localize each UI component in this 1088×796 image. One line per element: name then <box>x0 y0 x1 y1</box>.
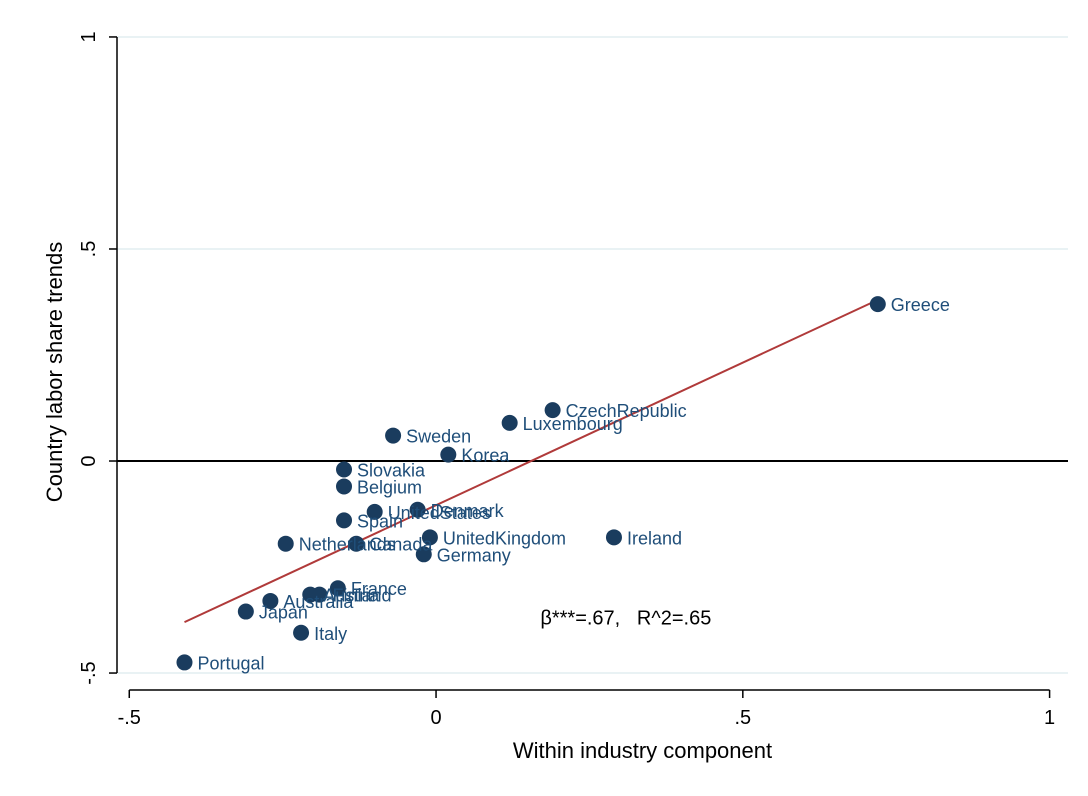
axes: -.5 0 .5 1 -.5 0 .5 1 <box>78 31 1068 729</box>
point-ireland <box>605 529 622 546</box>
point-label-portugal: Portugal <box>197 653 264 673</box>
regression-annotation: β***=.67, R^2=.65 <box>540 607 711 629</box>
point-denmark <box>409 501 426 518</box>
point-czechrepublic <box>544 402 561 419</box>
point-label-sweden: Sweden <box>406 427 471 447</box>
point-label-korea: Korea <box>461 446 510 466</box>
fit-line-group <box>184 298 879 624</box>
point-italy <box>293 624 310 641</box>
x-tick-label-3: 1 <box>1044 707 1055 729</box>
point-label-germany: Germany <box>437 545 511 565</box>
point-label-luxembourg: Luxembourg <box>523 414 623 434</box>
point-austria <box>302 586 319 603</box>
point-slovakia <box>336 461 353 478</box>
point-label-canada: Canada <box>369 535 433 555</box>
y-tick-label-2: .5 <box>78 241 100 258</box>
point-label-finland: Finland <box>332 586 391 606</box>
point-label-unitedkingdom: UnitedKingdom <box>443 528 566 548</box>
point-france <box>329 580 346 597</box>
point-sweden <box>385 427 402 444</box>
point-label-unitedstates: UnitedStates <box>388 503 491 523</box>
grid-lines <box>117 36 1068 674</box>
point-japan <box>237 603 254 620</box>
point-label-denmark: Denmark <box>431 501 505 521</box>
x-tick-label-2: .5 <box>734 707 751 729</box>
point-australia <box>262 592 279 609</box>
point-greece <box>869 296 886 313</box>
point-label-czechrepublic: CzechRepublic <box>566 401 687 421</box>
y-tick-label-0: -.5 <box>78 661 100 684</box>
point-label-netherlands: Netherlands <box>299 535 396 555</box>
point-canada <box>348 535 365 552</box>
point-unitedstates <box>366 503 383 520</box>
x-tick-label-1: 0 <box>430 707 441 729</box>
data-points <box>176 296 886 671</box>
fit-line <box>184 298 879 624</box>
point-spain <box>336 512 353 529</box>
point-label-spain: Spain <box>357 511 403 531</box>
point-label-ireland: Ireland <box>627 528 682 548</box>
point-label-france: France <box>351 579 407 599</box>
y-tick-label-3: 1 <box>78 31 100 42</box>
point-label-italy: Italy <box>314 624 347 644</box>
point-portugal <box>176 654 193 671</box>
point-germany <box>415 546 432 563</box>
point-belgium <box>336 478 353 495</box>
point-label-australia: Australia <box>283 592 354 612</box>
point-label-slovakia: Slovakia <box>357 460 426 480</box>
point-label-belgium: Belgium <box>357 477 422 497</box>
point-unitedkingdom <box>421 529 438 546</box>
point-korea <box>440 446 457 463</box>
y-axis-title: Country labor share trends <box>42 242 67 502</box>
point-label-japan: Japan <box>259 603 308 623</box>
point-label-greece: Greece <box>891 295 950 315</box>
point-netherlands <box>277 535 294 552</box>
y-tick-label-1: 0 <box>78 455 100 466</box>
point-luxembourg <box>501 414 518 431</box>
point-label-austria: Austria <box>323 586 380 606</box>
x-tick-label-0: -.5 <box>118 707 141 729</box>
x-axis-title: Within industry component <box>513 738 772 763</box>
